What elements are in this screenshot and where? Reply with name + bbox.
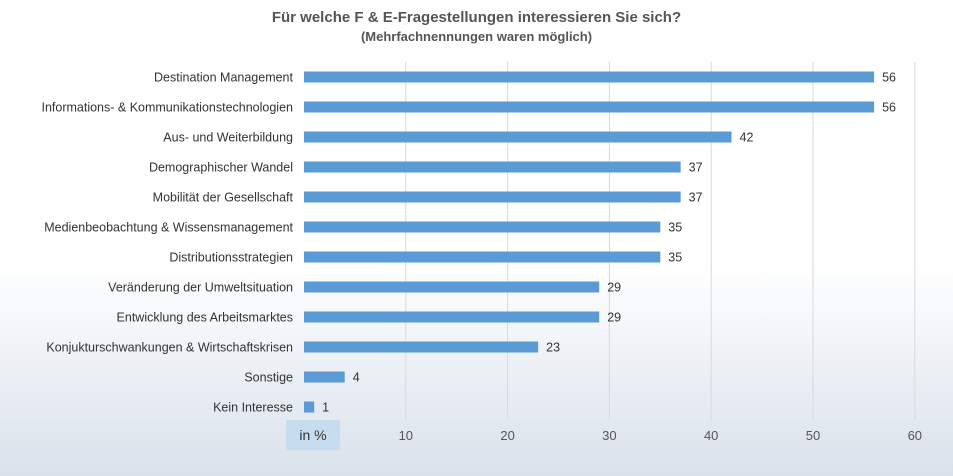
data-label: 29 <box>607 281 621 295</box>
x-tick-label: 50 <box>806 428 820 443</box>
category-label: Informations- & Kommunikationstechnologi… <box>41 101 293 115</box>
chart-title: Für welche F & E-Fragestellungen interes… <box>271 9 682 26</box>
bar <box>304 311 600 323</box>
data-label: 35 <box>668 251 682 265</box>
category-label: Veränderung der Umweltsituation <box>108 281 293 295</box>
bar <box>304 221 661 233</box>
category-label: Mobilität der Gesellschaft <box>153 191 294 205</box>
data-label: 35 <box>668 221 682 235</box>
bar <box>304 101 875 113</box>
data-label: 42 <box>740 131 754 145</box>
bar <box>304 251 661 263</box>
unit-label: in % <box>286 420 340 450</box>
category-label: Kein Interesse <box>213 401 293 415</box>
category-label: Aus- und Weiterbildung <box>163 131 293 145</box>
data-label: 4 <box>353 371 360 385</box>
x-tick-label: 30 <box>602 428 616 443</box>
bar <box>304 281 600 293</box>
bar <box>304 161 681 173</box>
data-label: 29 <box>607 311 621 325</box>
bar <box>304 131 732 143</box>
chart-title-block: Für welche F & E-Fragestellungen interes… <box>0 8 953 46</box>
data-label: 37 <box>689 161 703 175</box>
category-label: Konjukturschwankungen & Wirtschaftskrise… <box>46 341 293 355</box>
bar <box>304 71 875 83</box>
bar <box>304 341 539 353</box>
bar <box>304 371 345 383</box>
data-label: 56 <box>882 101 896 115</box>
category-label: Distributionsstrategien <box>169 251 293 265</box>
x-tick-label: 60 <box>908 428 922 443</box>
category-label: Entwicklung des Arbeitsmarktes <box>117 311 293 325</box>
x-tick-label: 10 <box>399 428 413 443</box>
category-label: Sonstige <box>244 371 293 385</box>
x-tick-label: 40 <box>704 428 718 443</box>
category-label: Medienbeobachtung & Wissensmanagement <box>44 221 293 235</box>
x-tick-label: 20 <box>500 428 514 443</box>
category-label: Destination Management <box>154 71 293 85</box>
bar <box>304 401 315 413</box>
data-label: 1 <box>322 401 329 415</box>
data-label: 37 <box>689 191 703 205</box>
data-label: 56 <box>882 71 896 85</box>
data-label: 23 <box>546 341 560 355</box>
chart-subtitle: (Mehrfachnennungen waren möglich) <box>360 29 593 44</box>
bar <box>304 191 681 203</box>
category-label: Demographischer Wandel <box>149 161 293 175</box>
